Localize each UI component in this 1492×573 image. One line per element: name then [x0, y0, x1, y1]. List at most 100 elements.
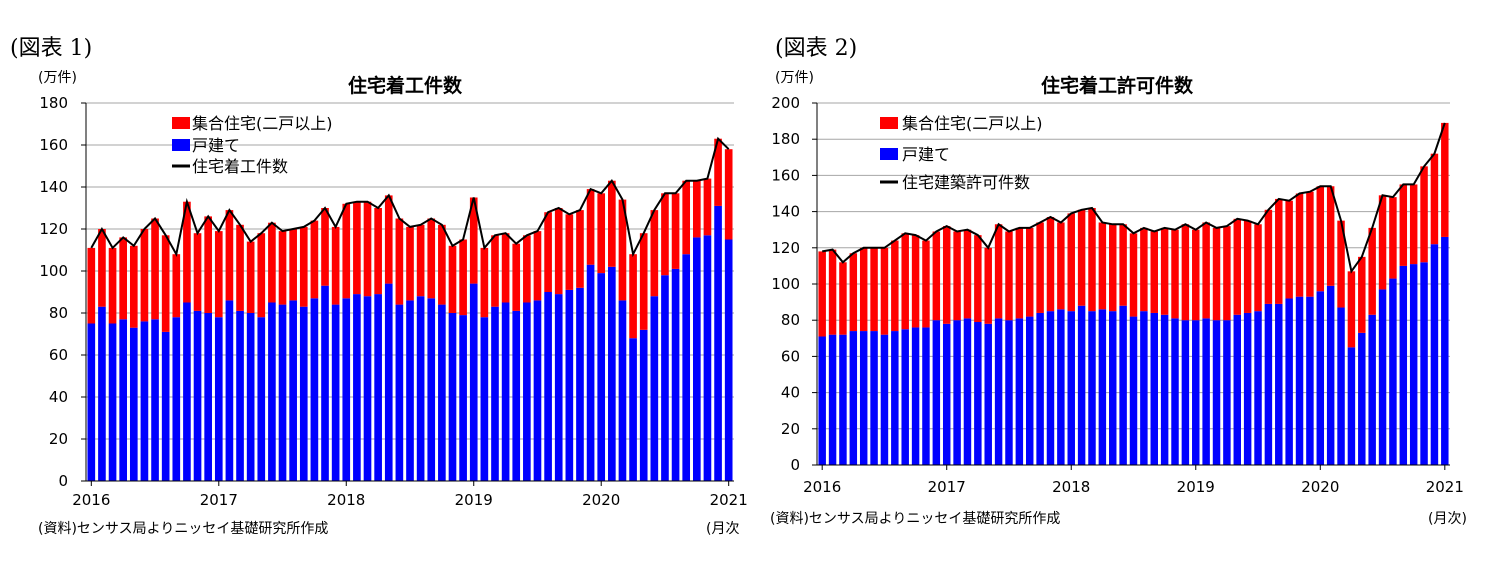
bar-multi-family: [1264, 209, 1273, 304]
housing-starts-chart: 住宅着工件数 (万件) 0 20 40 60 80 100 120 140 160 180 2016…: [38, 70, 748, 537]
x-tick-label: 2021: [1426, 478, 1464, 496]
bar-single-family: [576, 287, 584, 481]
bar-multi-family: [849, 253, 858, 332]
y-tick-label: 100: [771, 275, 800, 293]
bar-single-family: [523, 302, 531, 481]
bar-single-family: [1399, 265, 1408, 465]
bar-single-family: [374, 294, 382, 481]
bar-multi-family: [1005, 231, 1013, 321]
y-tick-label: 140: [771, 203, 800, 221]
bar-single-family: [870, 331, 878, 465]
bar-single-family: [1046, 311, 1055, 465]
bar-single-family: [363, 296, 372, 481]
source-note: (資料)センサス局よりニッセイ基礎研究所作成: [770, 510, 1060, 527]
total-line: [822, 122, 1446, 274]
chart-title: 住宅着工件数: [348, 74, 463, 97]
bar-single-family: [891, 331, 899, 465]
bar-multi-family: [353, 201, 361, 295]
bar-multi-family: [395, 218, 404, 305]
figure-2-label: (図表 2): [775, 36, 858, 61]
bar-multi-family: [374, 208, 382, 295]
bar-single-family: [1378, 289, 1387, 465]
bar-single-family: [608, 266, 616, 481]
y-tick-label: 20: [49, 430, 68, 448]
bar-single-family: [963, 318, 972, 465]
bar-multi-family: [151, 218, 159, 320]
bar-multi-family: [1368, 227, 1376, 315]
x-tick-label: 2019: [1177, 478, 1215, 496]
bar-single-family: [1233, 314, 1242, 465]
bar-single-family: [151, 319, 159, 481]
bar-single-family: [974, 322, 982, 465]
bar-multi-family: [880, 247, 889, 335]
legend-swatch-single: [172, 139, 190, 151]
y-tick-label: 160: [771, 166, 800, 184]
bar-multi-family: [1067, 213, 1075, 312]
bar-multi-family: [828, 249, 837, 335]
bar-single-family: [671, 268, 680, 481]
y-tick-label: 140: [39, 178, 68, 196]
x-tick-label: 2018: [1052, 478, 1090, 496]
bar-multi-family: [140, 229, 149, 322]
y-tick-label: 200: [771, 94, 800, 112]
bar-single-family: [1098, 309, 1107, 465]
bar-multi-family: [1212, 227, 1221, 321]
bar-multi-family: [1254, 224, 1262, 312]
bar-multi-family: [512, 243, 521, 311]
bar-multi-family: [942, 226, 951, 324]
bar-single-family: [427, 298, 436, 481]
bar-multi-family: [839, 262, 847, 335]
bar-multi-family: [193, 233, 202, 311]
legend-swatch-multi: [880, 117, 898, 129]
y-tick-label: 0: [790, 456, 800, 474]
bar-multi-family: [703, 178, 712, 236]
bar-single-family: [1212, 320, 1221, 465]
bar-multi-family: [1223, 226, 1231, 321]
bar-single-family: [353, 294, 361, 481]
bar-single-family: [1326, 285, 1335, 465]
total-line: [90, 136, 730, 258]
bar-single-family: [1316, 291, 1325, 465]
bar-single-family: [1129, 316, 1138, 465]
bar-multi-family: [618, 199, 627, 301]
bar-multi-family: [1088, 207, 1096, 312]
bar-single-family: [438, 304, 446, 481]
period-note: (月次): [1428, 511, 1467, 527]
bar-multi-family: [922, 240, 930, 328]
y-tick-label: 160: [39, 136, 68, 154]
bar-multi-family: [1326, 186, 1335, 286]
bar-multi-family: [1275, 198, 1283, 304]
bar-multi-family: [932, 231, 941, 321]
building-permits-chart: 住宅着工許可件数 (万件) 0 20 40 60 80 100 120 140 160 180 20…: [770, 70, 1467, 527]
bar-multi-family: [310, 220, 319, 299]
bar-multi-family: [576, 210, 584, 288]
y-axis-unit: (万件): [38, 70, 77, 86]
y-tick-label: 120: [39, 220, 68, 238]
bar-single-family: [87, 323, 96, 481]
legend: 集合住宅(二戸以上) 戸建て 住宅着工件数: [172, 114, 333, 176]
bar-single-family: [1005, 320, 1013, 465]
legend-label-multi: 集合住宅(二戸以上): [192, 114, 333, 133]
bar-single-family: [953, 320, 961, 465]
bar-multi-family: [469, 197, 478, 284]
bar-single-family: [714, 205, 722, 481]
bar-multi-family: [1192, 229, 1200, 321]
x-tick-label: 2017: [928, 478, 966, 496]
bar-single-family: [416, 296, 425, 481]
legend-swatch-single: [880, 148, 898, 160]
bar-single-family: [554, 294, 563, 481]
legend-label-single: 戸建て: [192, 136, 240, 155]
bar-multi-family: [1077, 209, 1086, 306]
bar-multi-family: [523, 235, 531, 303]
bar-multi-family: [257, 233, 266, 318]
bar-single-family: [236, 310, 244, 481]
bar-single-family: [1358, 332, 1366, 465]
bar-multi-family: [639, 233, 648, 330]
bar-single-family: [1036, 312, 1044, 465]
bar-multi-family: [1119, 224, 1127, 306]
bar-single-family: [682, 254, 691, 481]
bar-single-family: [1306, 296, 1314, 465]
bar-single-family: [193, 310, 202, 481]
bar-multi-family: [289, 229, 297, 301]
y-tick-label: 80: [49, 304, 68, 322]
